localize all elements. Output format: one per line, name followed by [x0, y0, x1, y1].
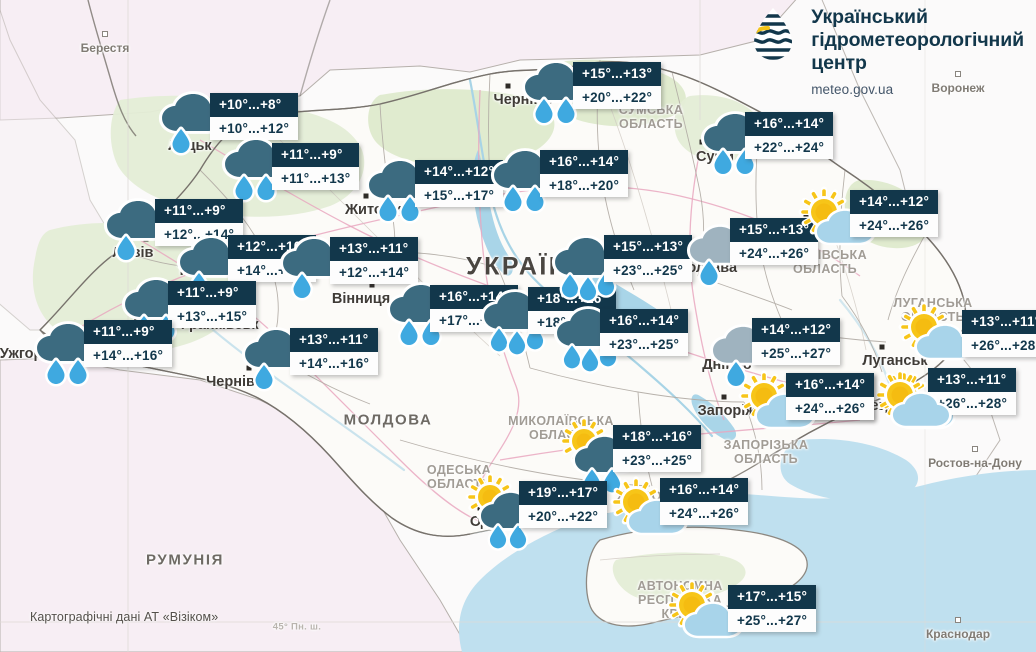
weather-label-kharkiv[interactable]: +14°...+12° +24°...+26° [850, 190, 939, 237]
foreign-city-dot [102, 31, 108, 37]
night-temperature: +13°...+11° [290, 328, 379, 352]
weather-icon-sun-cloud [898, 301, 978, 369]
night-temperature: +13°...+11° [962, 310, 1036, 334]
day-temperature: +15°...+17° [415, 183, 504, 207]
foreign-city-dot [955, 71, 961, 77]
night-temperature: +11°...+9° [84, 320, 173, 344]
weather-icon-sun-cloud [666, 579, 746, 647]
weather-icon-rain-heavy-1drop [100, 195, 178, 263]
day-temperature: +24°...+26° [786, 396, 875, 420]
night-temperature: +16°...+14° [660, 478, 749, 502]
day-temperature: +25°...+27° [728, 608, 817, 632]
day-temperature: +14°...+16° [290, 351, 379, 375]
foreign-city-dot [955, 617, 961, 623]
weather-icon-rain-heavy-2drop [218, 134, 296, 203]
day-temperature: +22°...+24° [745, 135, 834, 159]
weather-label-rivne[interactable]: +11°...+9° +11°...+13° [272, 143, 360, 190]
weather-label-chernivtsi[interactable]: +13°...+11° +14°...+16° [290, 328, 379, 375]
foreign-city-dot [972, 446, 978, 452]
day-temperature: +23°...+25° [600, 332, 689, 356]
night-temperature: +14°...+12° [850, 190, 939, 214]
weather-label-luhansk-s[interactable]: +13°...+11° +26°...+28° [928, 368, 1017, 415]
day-temperature: +26°...+28° [962, 333, 1036, 357]
weather-icon-sun-rain-2drop [559, 416, 640, 495]
weather-label-kyiv[interactable]: +16°...+14° +18°...+20° [540, 150, 629, 197]
night-temperature: +17°...+15° [728, 585, 817, 609]
night-temperature: +15°...+13° [604, 235, 693, 259]
weather-label-dnipro[interactable]: +14°...+12° +25°...+27° [752, 318, 841, 365]
day-temperature: +13°...+15° [168, 304, 257, 328]
logo-title-line1: Український [811, 6, 928, 28]
weather-label-poltava-n[interactable]: +15°...+13° +23°...+25° [604, 235, 693, 282]
night-temperature: +14°...+12° [415, 160, 504, 184]
map-attribution: Картографічні дані АТ «Візіком» [30, 610, 219, 624]
weather-icon-rain-heavy-2drop [518, 57, 596, 126]
meteo-logo[interactable]: Український гідрометеорологічний центр m… [746, 6, 1024, 101]
weather-label-frankivsk[interactable]: +11°...+9° +13°...+15° [168, 281, 257, 328]
weather-label-kirovohrad[interactable]: +16°...+14° +23°...+25° [600, 309, 689, 356]
city-dot-вінниця [369, 282, 375, 288]
weather-label-kherson[interactable]: +16°...+14° +24°...+26° [660, 478, 749, 525]
day-temperature: +25°...+27° [752, 341, 841, 365]
night-temperature: +11°...+9° [168, 281, 257, 305]
night-temperature: +11°...+9° [272, 143, 360, 167]
weather-label-zaporizhzhia[interactable]: +16°...+14° +24°...+26° [786, 373, 875, 420]
city-dot-чернівці [246, 365, 252, 371]
day-temperature: +12°...+14° [330, 260, 419, 284]
weather-label-odesa[interactable]: +19°...+17° +20°...+22° [519, 481, 608, 528]
night-temperature: +13°...+11° [928, 368, 1017, 392]
weather-label-chernihiv[interactable]: +15°...+13° +20°...+22° [573, 62, 662, 109]
day-temperature: +24°...+26° [730, 241, 819, 265]
night-temperature: +16°...+14° [600, 309, 689, 333]
weather-icon-sun-cloud [874, 369, 954, 437]
city-dot-чернігів [505, 83, 511, 89]
day-temperature: +11°...+13° [272, 166, 360, 190]
weather-icon-rain-heavy-1drop [276, 233, 354, 301]
meteo-droplet-logo [746, 6, 800, 62]
day-temperature: +23°...+25° [613, 448, 702, 472]
night-temperature: +19°...+17° [519, 481, 608, 505]
day-temperature: +20°...+22° [573, 85, 662, 109]
city-dot-запоріжжя [721, 394, 727, 400]
day-temperature: +24°...+26° [660, 501, 749, 525]
city-dot-житомир [363, 193, 369, 199]
logo-title-line3: центр [811, 52, 867, 74]
weather-label-zakarpattia[interactable]: +11°...+9° +14°...+16° [84, 320, 173, 367]
night-temperature: +16°...+14° [786, 373, 875, 397]
day-temperature: +10°...+12° [210, 116, 299, 140]
weather-label-khmelnytskyi[interactable]: +13°...+11° +12°...+14° [330, 237, 419, 284]
weather-label-mykolaiv[interactable]: +18°...+16° +23°...+25° [613, 425, 702, 472]
weather-label-luhansk-n[interactable]: +13°...+11° +26°...+28° [962, 310, 1036, 357]
logo-title-line2: гідрометеорологічний [811, 29, 1024, 51]
weather-label-zhytomyr[interactable]: +14°...+12° +15°...+17° [415, 160, 504, 207]
day-temperature: +24°...+26° [850, 213, 939, 237]
night-temperature: +15°...+13° [573, 62, 662, 86]
night-temperature: +13°...+11° [330, 237, 419, 261]
day-temperature: +14°...+16° [84, 343, 173, 367]
night-temperature: +15°...+13° [730, 218, 819, 242]
logo-site-url[interactable]: meteo.gov.ua [811, 82, 894, 97]
night-temperature: +16°...+14° [540, 150, 629, 174]
night-temperature: +10°...+8° [210, 93, 299, 117]
weather-label-sumy[interactable]: +16°...+14° +22°...+24° [745, 112, 834, 159]
night-temperature: +16°...+14° [745, 112, 834, 136]
night-temperature: +18°...+16° [613, 425, 702, 449]
day-temperature: +23°...+25° [604, 258, 693, 282]
night-temperature: +14°...+12° [752, 318, 841, 342]
weather-icon-sun-cloud [610, 476, 690, 544]
city-dot-луганськ [879, 344, 885, 350]
weather-label-crimea[interactable]: +17°...+15° +25°...+27° [728, 585, 817, 632]
weather-label-volyn[interactable]: +10°...+8° +10°...+12° [210, 93, 299, 140]
day-temperature: +20°...+22° [519, 504, 608, 528]
weather-label-poltava[interactable]: +15°...+13° +24°...+26° [730, 218, 819, 265]
day-temperature: +18°...+20° [540, 173, 629, 197]
night-temperature: +11°...+9° [155, 199, 244, 223]
